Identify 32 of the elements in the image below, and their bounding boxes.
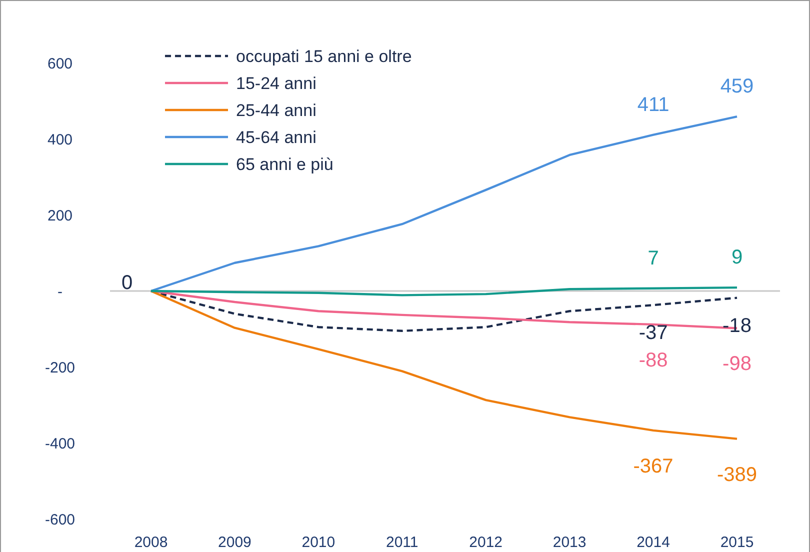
line-series (150, 286, 738, 296)
data-label: 9 (731, 246, 743, 269)
legend-label: 15-24 anni (236, 74, 316, 93)
y-tick-label: 600 (47, 55, 73, 72)
data-label: -88 (638, 349, 668, 372)
legend-label: 25-44 anni (236, 100, 316, 120)
data-label: 459 (720, 76, 754, 98)
data-label: -18 (722, 314, 752, 337)
data-label: -389 (716, 464, 758, 486)
legend-label: 65 anni e più (236, 154, 334, 174)
data-label: -367 (633, 455, 674, 478)
y-tick-label: 400 (47, 131, 73, 148)
data-label: -98 (722, 353, 752, 376)
x-tick-label: 2013 (552, 534, 586, 551)
y-tick-label: - (58, 283, 62, 300)
x-tick-label: 2012 (469, 534, 503, 551)
legend-label: occupati 15 anni e oltre (236, 46, 412, 66)
x-tick-label: 2015 (720, 534, 754, 551)
data-label: 7 (648, 247, 659, 270)
x-tick-label: 2014 (636, 534, 670, 551)
x-tick-label: 2011 (386, 534, 418, 551)
data-label: 0 (121, 272, 133, 294)
y-tick-label: -200 (44, 359, 76, 376)
legend-label: 45-64 anni (236, 128, 316, 147)
data-label: 411 (637, 94, 670, 116)
y-tick-label: 200 (47, 207, 73, 224)
x-tick-label: 2010 (302, 534, 336, 551)
y-tick-label: -600 (44, 511, 76, 528)
y-tick-label: -400 (44, 435, 76, 452)
x-tick-label: 2008 (134, 534, 168, 551)
x-tick-label: 2009 (218, 534, 252, 551)
data-label: -37 (638, 322, 668, 344)
